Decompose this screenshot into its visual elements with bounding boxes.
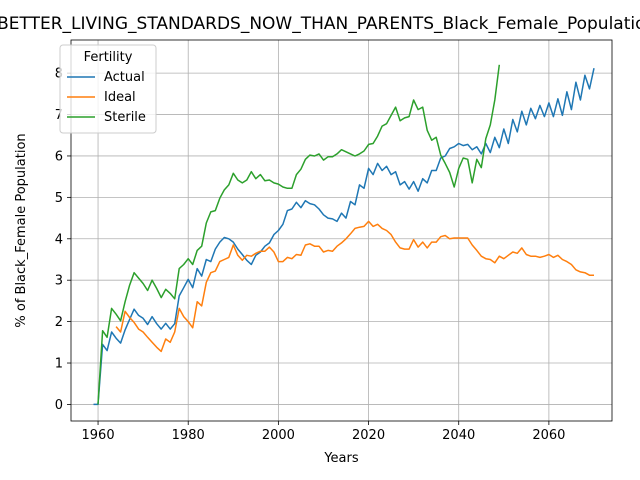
series-line-sterile bbox=[97, 64, 501, 405]
y-tick-label: 4 bbox=[55, 232, 63, 247]
y-tick-label: 3 bbox=[55, 274, 63, 289]
x-axis-label: Years bbox=[323, 451, 359, 466]
y-tick-label: 1 bbox=[55, 357, 63, 372]
legend-label-actual: Actual bbox=[104, 70, 145, 85]
legend-label-ideal: Ideal bbox=[104, 90, 136, 105]
y-tick-label: 7 bbox=[55, 108, 63, 123]
plot-area bbox=[70, 39, 613, 422]
legend-label-sterile: Sterile bbox=[104, 110, 146, 125]
y-tick-label: 8 bbox=[55, 67, 63, 82]
legend: Fertility Actual Ideal Sterile bbox=[59, 44, 157, 134]
series-line-ideal bbox=[115, 220, 594, 353]
y-tick-label: 2 bbox=[55, 315, 63, 330]
x-tick-label: 2040 bbox=[442, 428, 475, 443]
x-tick-label: 2060 bbox=[532, 428, 565, 443]
y-tick-label: 5 bbox=[55, 191, 63, 206]
x-tick-label: 1980 bbox=[172, 428, 205, 443]
legend-title: Fertility bbox=[84, 50, 133, 65]
y-tick-label: 0 bbox=[55, 398, 63, 413]
chart-title: BETTER_LIVING_STANDARDS_NOW_THAN_PARENTS… bbox=[0, 14, 640, 34]
series-lines bbox=[93, 64, 595, 406]
x-tick-label: 2000 bbox=[262, 428, 295, 443]
y-tick-label: 6 bbox=[55, 149, 63, 164]
y-axis-label: % of Black_Female Population bbox=[14, 133, 29, 327]
x-tick-label: 1960 bbox=[82, 428, 115, 443]
x-tick-label: 2020 bbox=[352, 428, 385, 443]
axis-ticks: 1960 1980 2000 2020 2040 2060 0 1 2 3 4 5 6 7 8 bbox=[55, 67, 566, 443]
legend-box bbox=[59, 44, 157, 134]
series-line-actual bbox=[93, 68, 595, 406]
